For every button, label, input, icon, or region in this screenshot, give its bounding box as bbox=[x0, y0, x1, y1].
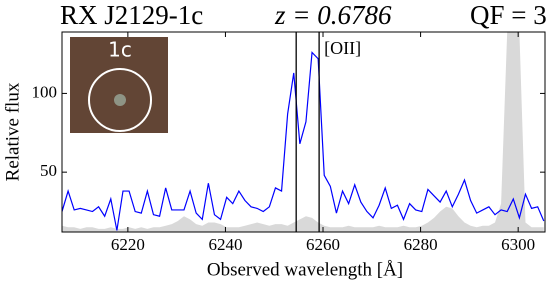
redshift-label: z = 0.6786 bbox=[274, 0, 392, 30]
inset-label: 1c bbox=[108, 38, 132, 62]
x-tick-label: 6280 bbox=[404, 235, 438, 254]
chart-title: RX J2129-1c bbox=[60, 0, 203, 30]
x-tick-label: 6220 bbox=[111, 235, 145, 254]
plot-frame bbox=[61, 31, 546, 233]
x-axis-label: Observed wavelength [Å] bbox=[207, 259, 403, 280]
plot-area bbox=[62, 32, 545, 232]
x-tick-label: 6240 bbox=[208, 235, 242, 254]
x-tick-label: 6260 bbox=[306, 235, 340, 254]
x-tick-label: 6300 bbox=[501, 235, 535, 254]
y-tick-label: 50 bbox=[40, 161, 57, 180]
line-annotation: [OII] bbox=[324, 38, 361, 58]
y-axis-label: Relative flux bbox=[2, 82, 23, 181]
inset-image bbox=[70, 37, 168, 133]
y-tick-label: 100 bbox=[32, 82, 58, 101]
quality-label: QF = 3 bbox=[470, 0, 547, 30]
flux-line bbox=[62, 51, 545, 231]
